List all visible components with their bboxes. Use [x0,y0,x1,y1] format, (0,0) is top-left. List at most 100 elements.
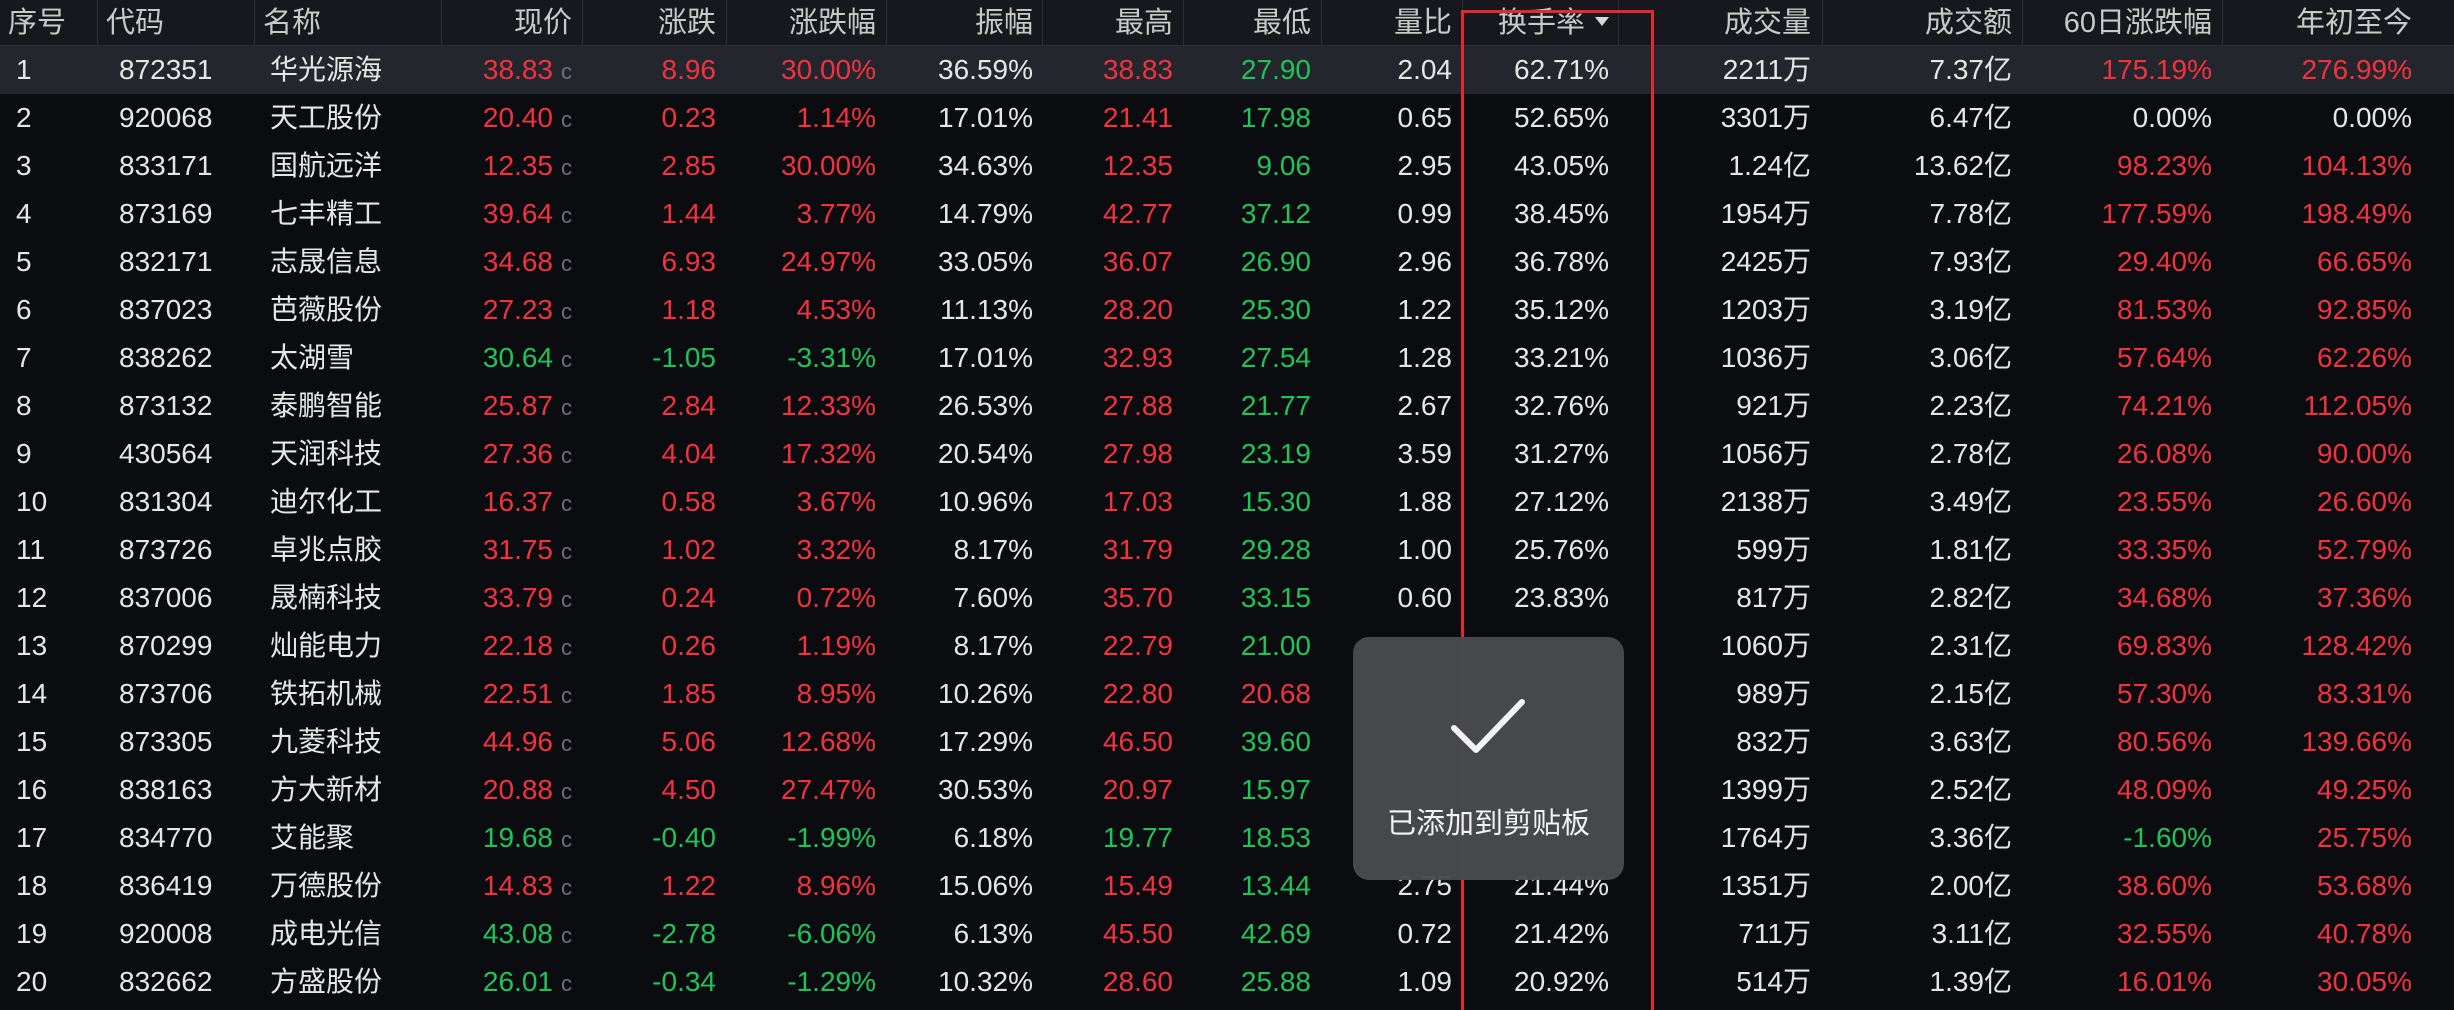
table-row[interactable]: 1 872351 华光源海 38.83 c 8.96 30.00% 36.59% 38.83 27… [0,46,2454,94]
stock-name-cell: 万德股份 [254,862,442,910]
table-row[interactable]: 16 838163 方大新材 20.88 c 4.50 27.47% 30.53% 20.97 1… [0,766,2454,814]
change-ytd-value: 66.65% [2317,246,2412,277]
high-price-value: 45.50 [1102,918,1173,949]
stock-name-value: 华光源海 [270,54,383,85]
amplitude-value: 8.17% [953,534,1033,565]
turnover-rate-cell: 33.21% [1462,334,1619,382]
table-row[interactable]: 20 832662 方盛股份 26.01 c -0.34 -1.29% 10.32% 28.60… [0,958,2454,1006]
stock-name-cell: 成电光信 [254,910,442,958]
stock-name-cell: 太湖雪 [254,334,442,382]
stock-code-value: 832662 [119,966,213,997]
stock-name-value: 铁拓机械 [270,678,383,709]
amplitude-value: 26.53% [938,390,1033,421]
turnover-rate-cell: 62.71% [1462,46,1619,94]
stock-code-cell: 832171 [97,238,254,286]
table-row[interactable]: 13 870299 灿能电力 22.18 c 0.26 1.19% 8.17% 22.79 21.… [0,622,2454,670]
change-ytd-value: 83.31% [2317,678,2412,709]
turnover-amount-value: 7.78亿 [1929,198,2013,229]
column-header-row-number[interactable]: 序号 [0,0,97,46]
high-price-cell: 28.20 [1042,286,1183,334]
table-row[interactable]: 11 873726 卓兆点胶 31.75 c 1.02 3.32% 8.17% 31.79 29.… [0,526,2454,574]
turnover-amount-cell: 2.00亿 [1822,862,2022,910]
table-row[interactable]: 2 920068 天工股份 20.40 c 0.23 1.14% 17.01% 21.41 17.… [0,94,2454,142]
current-price-cell: 12.35 c [441,142,582,190]
turnover-rate-value: 20.92% [1514,966,1609,997]
column-header-change-percent[interactable]: 涨跌幅 [726,0,886,46]
low-price-value: 20.68 [1240,678,1311,709]
column-header-label: 现价 [513,7,572,39]
change-60d-cell: 175.19% [2022,46,2222,94]
table-row[interactable]: 4 873169 七丰精工 39.64 c 1.44 3.77% 14.79% 42.77 37.… [0,190,2454,238]
high-price-cell: 15.49 [1042,862,1183,910]
price-marker: c [561,59,572,84]
row-number-cell: 2 [0,94,97,142]
stock-code-value: 838262 [119,342,213,373]
change-percent-cell: 30.00% [726,46,886,94]
table-row[interactable]: 3 833171 国航远洋 12.35 c 2.85 30.00% 34.63% 12.35 9.… [0,142,2454,190]
price-change-cell: 2.84 [582,382,726,430]
column-header-volume[interactable]: 成交量 [1618,0,1821,46]
change-percent-cell: 12.68% [726,718,886,766]
table-row[interactable]: 7 838262 太湖雪 30.64 c -1.05 -3.31% 17.01% 32.93 27… [0,334,2454,382]
column-header-volume-ratio[interactable]: 量比 [1321,0,1462,46]
column-header-high-price[interactable]: 最高 [1042,0,1183,46]
stock-code-cell: 831304 [97,478,254,526]
price-change-cell: 1.18 [582,286,726,334]
table-row[interactable]: 8 873132 泰鹏智能 25.87 c 2.84 12.33% 26.53% 27.88 21… [0,382,2454,430]
column-header-change-ytd[interactable]: 年初至今 [2222,0,2422,46]
table-row[interactable]: 10 831304 迪尔化工 16.37 c 0.58 3.67% 10.96% 17.03 15… [0,478,2454,526]
sort-descending-icon[interactable] [1595,16,1609,26]
row-number-cell: 20 [0,958,97,1006]
column-header-stock-name[interactable]: 名称 [254,0,442,46]
low-price-cell: 42.69 [1183,910,1321,958]
volume-cell: 817万 [1618,574,1821,622]
change-percent-value: 27.47% [781,774,876,805]
table-row[interactable]: 6 837023 芭薇股份 27.23 c 1.18 4.53% 11.13% 28.20 25.… [0,286,2454,334]
table-row[interactable]: 17 834770 艾能聚 19.68 c -0.40 -1.99% 6.18% 19.77 18… [0,814,2454,862]
price-change-cell: 1.02 [582,526,726,574]
high-price-cell: 45.50 [1042,910,1183,958]
change-percent-value: 12.33% [781,390,876,421]
column-header-price-change[interactable]: 涨跌 [582,0,726,46]
turnover-amount-value: 3.19亿 [1929,294,2013,325]
table-row[interactable]: 19 920008 成电光信 43.08 c -2.78 -6.06% 6.13% 45.50 4… [0,910,2454,958]
high-price-cell: 21.41 [1042,94,1183,142]
high-price-value: 28.60 [1102,966,1173,997]
column-header-current-price[interactable]: 现价 [441,0,582,46]
column-header-low-price[interactable]: 最低 [1183,0,1321,46]
table-row[interactable]: 14 873706 铁拓机械 22.51 c 1.85 8.95% 10.26% 22.80 20… [0,670,2454,718]
current-price-value: 44.96 [482,726,553,757]
change-ytd-cell: 104.13% [2222,142,2422,190]
column-header-change-60d[interactable]: 60日涨跌幅 [2022,0,2222,46]
column-header-turnover-amount[interactable]: 成交额 [1822,0,2022,46]
table-row[interactable]: 5 832171 志晟信息 34.68 c 6.93 24.97% 33.05% 36.07 26… [0,238,2454,286]
low-price-cell: 33.15 [1183,574,1321,622]
table-row[interactable]: 9 430564 天润科技 27.36 c 4.04 17.32% 20.54% 27.98 23… [0,430,2454,478]
turnover-rate-value: 52.65% [1514,102,1609,133]
volume-value: 1764万 [1720,822,1811,853]
amplitude-cell: 17.29% [886,718,1043,766]
price-change-cell: 1.22 [582,862,726,910]
stock-name-value: 方盛股份 [270,966,383,997]
stock-code-value: 833171 [119,150,213,181]
turnover-amount-cell: 7.37亿 [1822,46,2022,94]
turnover-amount-value: 7.37亿 [1929,54,2013,85]
change-percent-value: 1.19% [796,630,876,661]
table-row[interactable]: 15 873305 九菱科技 44.96 c 5.06 12.68% 17.29% 46.50 3… [0,718,2454,766]
column-header-amplitude[interactable]: 振幅 [886,0,1043,46]
current-price-value: 19.68 [482,822,553,853]
change-60d-cell: 0.00% [2022,94,2222,142]
stock-code-value: 920068 [119,102,213,133]
low-price-cell: 18.53 [1183,814,1321,862]
price-marker: c [561,443,572,468]
volume-cell: 2211万 [1618,46,1821,94]
column-header-stock-code[interactable]: 代码 [97,0,254,46]
table-row[interactable]: 18 836419 万德股份 14.83 c 1.22 8.96% 15.06% 15.49 13… [0,862,2454,910]
table-row[interactable]: 12 837006 晟楠科技 33.79 c 0.24 0.72% 7.60% 35.70 33.… [0,574,2454,622]
stock-name-value: 成电光信 [270,918,383,949]
change-ytd-value: 30.05% [2317,966,2412,997]
volume-value: 832万 [1736,726,1811,757]
column-header-turnover-rate[interactable]: 换手率 [1462,0,1619,46]
price-change-value: 6.93 [661,246,717,277]
turnover-rate-cell: 32.76% [1462,382,1619,430]
